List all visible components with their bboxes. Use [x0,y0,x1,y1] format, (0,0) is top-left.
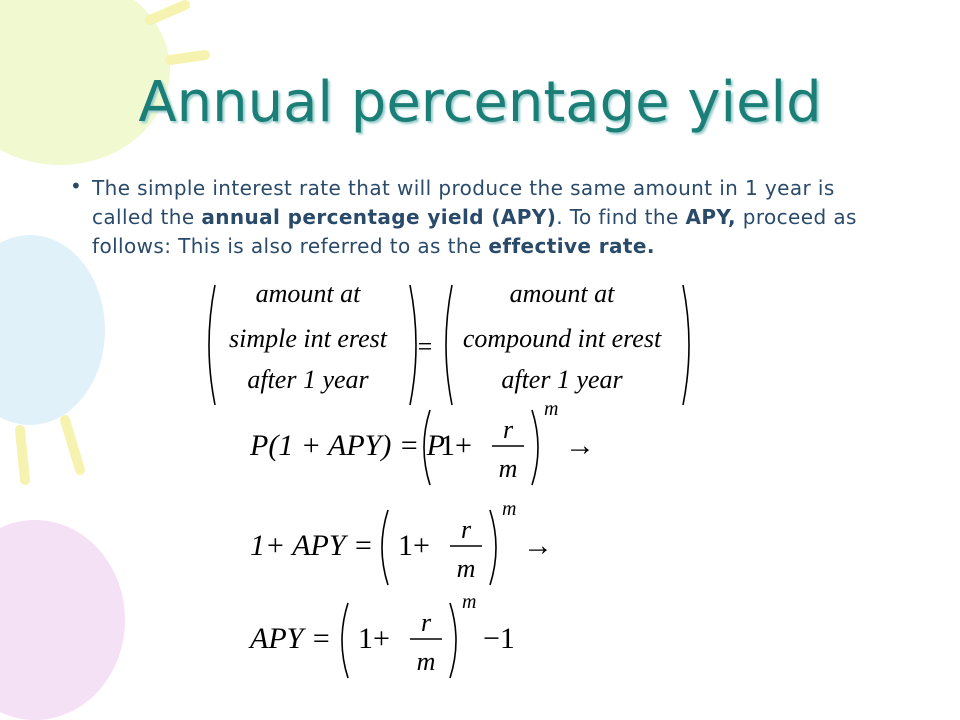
equation-tail: → [565,429,595,462]
equation-inner: 1+ [398,529,430,562]
definition-left: after 1 year [247,365,369,394]
fraction-denominator: m [457,554,476,583]
equation-lhs: APY = [248,622,331,655]
bold-run: APY, [685,205,736,229]
bullet-dot: • [70,174,82,198]
parenthesis [531,409,539,486]
parenthesis [381,509,389,586]
parenthesis [445,284,453,406]
definition-left: amount at [256,279,362,308]
equation-lhs: 1+ APY = [250,529,373,562]
definition-right: after 1 year [501,365,623,394]
definition-right: compound int erest [463,324,662,353]
slide-title: Annual percentage yield [138,70,822,135]
text-run: The simple interest rate that will produ… [92,176,835,229]
definition-right: amount at [510,279,616,308]
equation-tail: −1 [483,622,515,655]
fraction-numerator: r [503,415,514,444]
equation-tail: → [523,529,553,562]
parenthesis [682,284,690,406]
bullet-text: The simple interest rate that will produ… [92,174,892,261]
parenthesis [449,602,457,679]
fraction-denominator: m [499,454,518,483]
equation-lhs: P(1 + APY) = P [249,429,445,462]
parenthesis [341,602,349,679]
equation-inner: 1+ [440,429,472,462]
bold-run: effective rate. [488,234,655,258]
parenthesis [409,284,417,406]
parenthesis [489,509,497,586]
exponent: m [544,398,558,420]
fraction-numerator: r [421,608,432,637]
exponent: m [462,591,476,613]
bold-run: annual percentage yield (APY) [201,205,557,229]
text-run: . To find the [556,205,686,229]
text-run: proceed as follows: This is also referre… [92,205,857,258]
equation-inner: 1+ [358,622,390,655]
fraction-numerator: r [461,515,472,544]
parenthesis [208,284,216,406]
exponent: m [502,498,516,520]
parenthesis [423,409,431,486]
equals: = [418,332,433,361]
definition-left: simple int erest [229,324,388,353]
fraction-denominator: m [417,647,436,676]
